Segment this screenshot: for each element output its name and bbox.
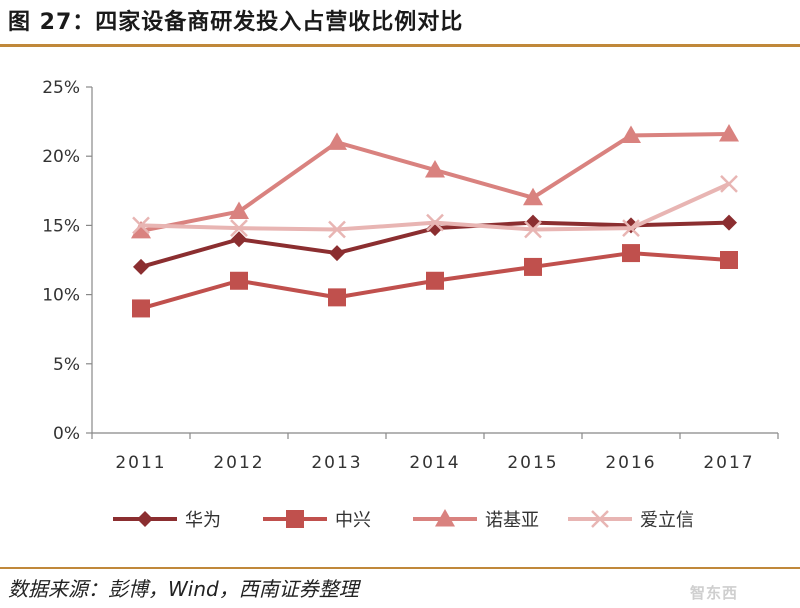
chart-series [131,124,739,318]
series-4 [132,174,738,239]
data-point [132,216,150,235]
data-point [622,244,640,263]
data-point [720,251,738,269]
top-divider [0,44,800,47]
x-marker-stroke [328,220,346,239]
data-point [621,125,641,143]
data-point [229,201,249,220]
x-marker-stroke [591,510,609,528]
x-marker-stroke [426,213,444,232]
legend-item: 爱立信 [568,510,694,531]
legend-marker [286,510,304,528]
data-point [230,219,248,238]
series-line [140,132,730,233]
x-marker-stroke [230,219,248,238]
y-tick-label: 10% [42,286,80,306]
y-tick-label: 20% [42,147,80,167]
watermark-logo: 智东西 [690,584,739,602]
data-point [231,231,247,248]
series-2 [132,244,738,318]
data-point [524,220,542,239]
x-tick-label: 2013 [311,453,362,473]
legend-label: 诺基亚 [485,510,539,531]
source-note: 数据来源：彭博，Wind，西南证券整理 [8,577,359,601]
series-3 [131,124,739,239]
data-point [426,271,444,290]
x-tick-label: 2016 [605,453,656,473]
chart-axes: 0% 5% 10% 15% 20% 25% 2011 2012 2013 2014 2015 2016… [42,78,779,473]
legend-item: 诺基亚 [413,509,539,531]
x-tick-label: 2015 [507,453,558,473]
x-tick-label: 2011 [115,453,166,473]
y-tick-label: 5% [53,355,80,375]
bottom-divider [0,567,800,569]
legend-item: 中兴 [263,510,371,531]
x-tick-label: 2012 [213,453,264,473]
data-point [622,219,640,238]
data-point [426,213,444,232]
legend-marker [435,509,455,527]
data-point [131,220,151,239]
legend-label: 华为 [185,510,221,531]
figure-title: 图 27：四家设备商研发投入占营收比例对比 [8,10,464,35]
data-point [524,257,542,276]
chart-legend: 华为 中兴 诺基亚 爱立信 [113,509,694,531]
legend-label: 爱立信 [640,510,694,531]
x-marker-stroke [132,216,150,235]
x-marker-stroke [622,219,640,238]
data-point [329,245,345,262]
y-tick-label: 25% [42,78,80,98]
data-point [720,174,738,193]
legend-marker [137,511,153,527]
legend-marker [591,510,609,528]
data-point [425,160,445,178]
legend-item: 华为 [113,510,221,531]
data-point [328,220,346,239]
data-point [719,124,739,142]
x-tick-label: 2017 [703,453,754,473]
y-tick-label: 15% [42,216,80,236]
data-point [721,214,737,231]
data-point [327,132,347,150]
x-marker-stroke [524,220,542,239]
y-tick-label: 0% [53,424,80,444]
x-marker-stroke [720,174,738,193]
data-point [133,258,149,275]
x-tick-label: 2014 [409,453,460,473]
data-point [523,187,543,206]
data-point [132,299,150,318]
legend-label: 中兴 [335,510,371,531]
data-point [328,288,346,307]
data-point [230,271,248,290]
